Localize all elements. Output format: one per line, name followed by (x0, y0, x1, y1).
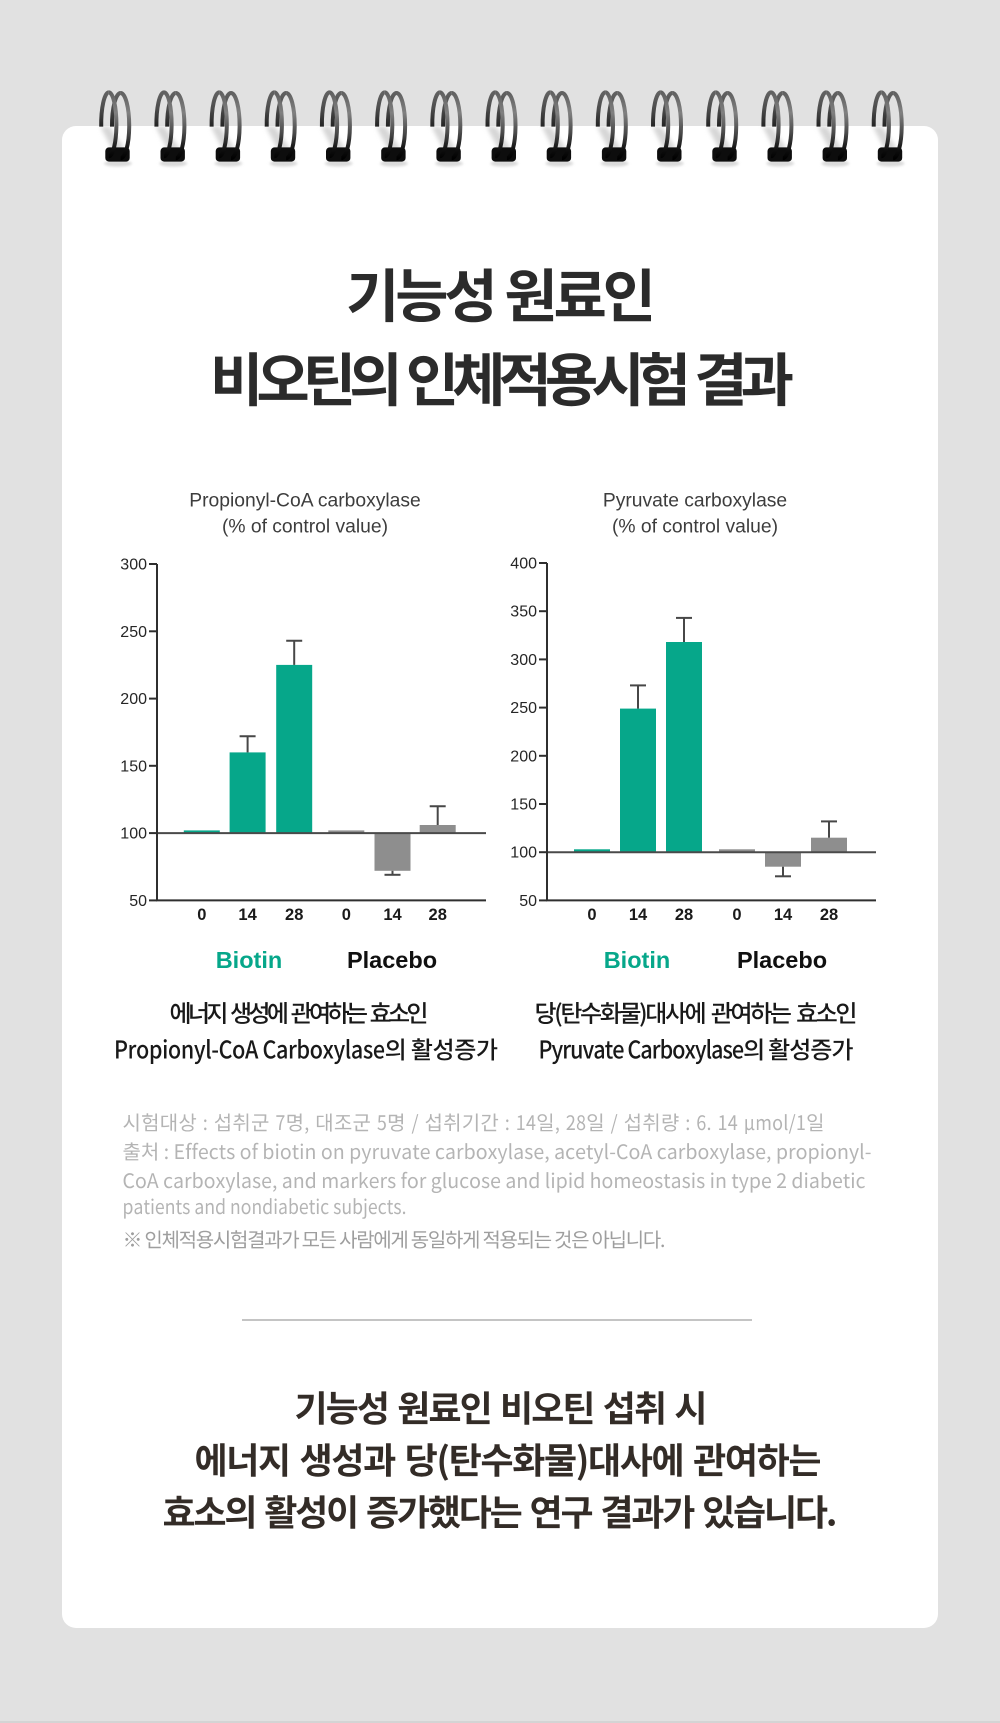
svg-text:100: 100 (120, 826, 147, 843)
svg-text:Biotin: Biotin (604, 947, 671, 973)
svg-text:14: 14 (629, 906, 648, 924)
svg-text:14: 14 (774, 906, 793, 924)
svg-text:28: 28 (285, 906, 303, 924)
svg-text:200: 200 (510, 748, 537, 765)
svg-text:Placebo: Placebo (737, 947, 827, 973)
svg-text:350: 350 (510, 604, 537, 621)
svg-text:0: 0 (342, 906, 351, 924)
svg-text:0: 0 (587, 906, 596, 924)
svg-text:250: 250 (510, 700, 537, 717)
svg-text:(% of control value): (% of control value) (612, 517, 778, 538)
svg-text:300: 300 (120, 557, 147, 574)
svg-text:(% of control value): (% of control value) (222, 517, 388, 538)
svg-text:150: 150 (120, 758, 147, 775)
svg-text:28: 28 (675, 906, 693, 924)
svg-text:50: 50 (519, 893, 537, 910)
svg-text:150: 150 (510, 797, 537, 814)
svg-text:100: 100 (510, 845, 537, 862)
svg-text:Biotin: Biotin (216, 947, 283, 973)
svg-text:Placebo: Placebo (347, 947, 437, 973)
svg-text:50: 50 (129, 893, 147, 910)
svg-text:Pyruvate carboxylase: Pyruvate carboxylase (603, 491, 787, 512)
svg-text:250: 250 (120, 624, 147, 641)
svg-text:Propionyl-CoA carboxylase: Propionyl-CoA carboxylase (189, 491, 421, 512)
svg-text:28: 28 (429, 906, 447, 924)
svg-text:14: 14 (383, 906, 402, 924)
svg-text:28: 28 (820, 906, 838, 924)
svg-text:0: 0 (197, 906, 206, 924)
svg-text:300: 300 (510, 652, 537, 669)
svg-text:14: 14 (238, 906, 257, 924)
svg-text:0: 0 (732, 906, 741, 924)
svg-text:400: 400 (510, 556, 537, 573)
svg-text:200: 200 (120, 691, 147, 708)
